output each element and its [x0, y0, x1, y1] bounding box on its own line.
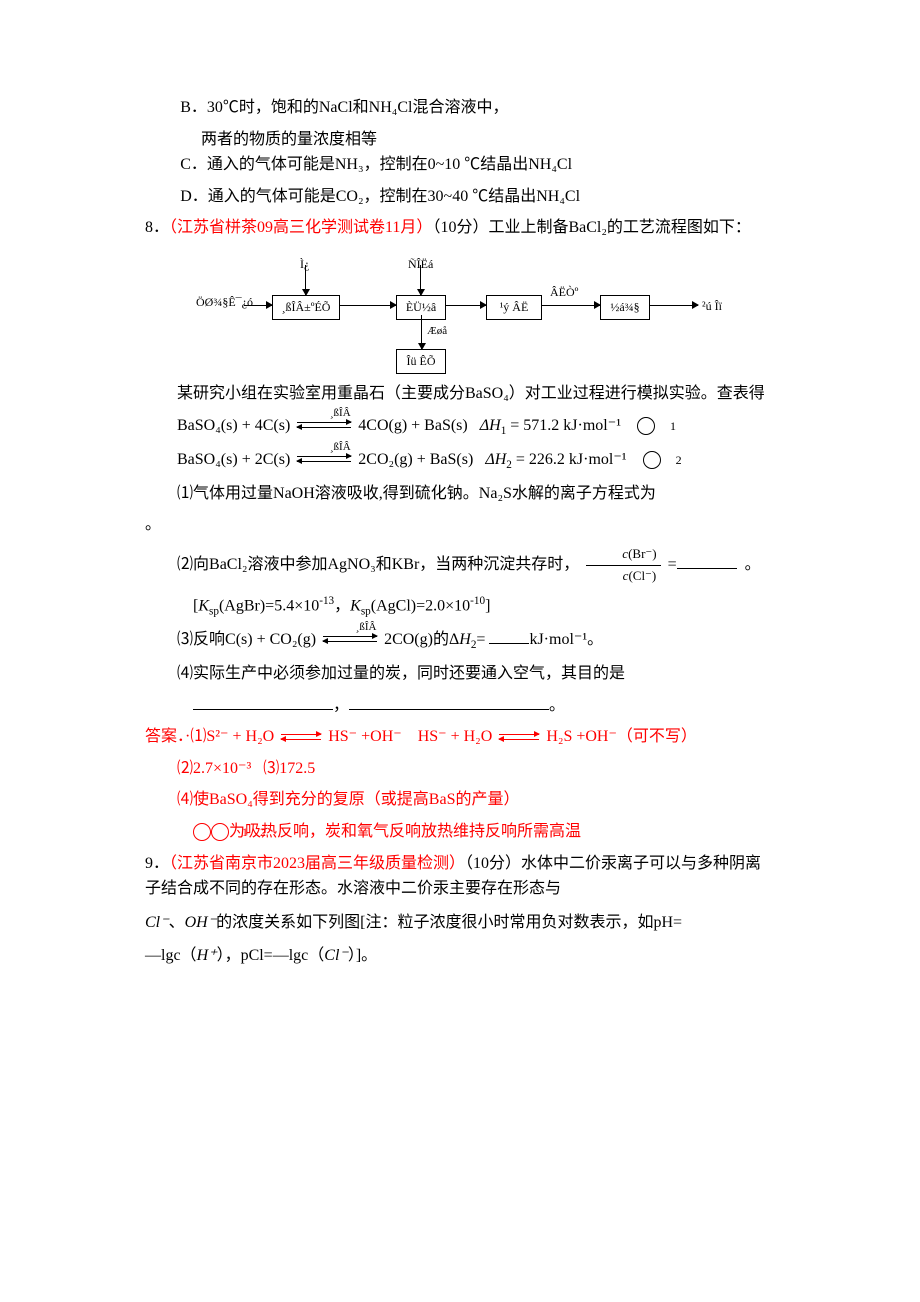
q9-stem-line1: 9．（江苏省南京市2023届高三年级质量检测）（10分）水体中二价汞离子可以与多… — [145, 851, 775, 902]
answer-line1: 答案．·⑴S²⁻ + H₂O HS⁻ +OH⁻ HS⁻ + H₂O H₂S +O… — [145, 724, 775, 750]
flowchart-container: ÖØ¾§Ê¯¿ó Ì¿ ÑÎËá ¸ßÎÂ±ºÉÕ ÈÜ½â ¹ý ÂË ÂËÒ… — [145, 253, 775, 373]
flow-arrow-h1 — [244, 305, 272, 306]
blank-q4a — [193, 709, 333, 710]
flow-node-1: ¸ßÎÂ±ºÉÕ — [272, 295, 340, 320]
sub-q1: ⑴气体用过量NaOH溶液吸收,得到硫化钠。Na₂S水解的离子方程式为 — [145, 481, 775, 507]
flow-arrow-h4 — [542, 305, 600, 306]
flowchart: ÖØ¾§Ê¯¿ó Ì¿ ÑÎËá ¸ßÎÂ±ºÉÕ ÈÜ½â ¹ý ÂË ÂËÒ… — [190, 253, 730, 373]
option-d: D．通入的气体可能是CO₂，控制在30~40 ℃结晶出NH₄Cl — [145, 184, 775, 210]
para-after-flowchart: 某研究小组在实验室用重晶石（主要成分BaSO₄）对工业过程进行模拟实验。查表得 — [145, 381, 775, 407]
flow-edge-label-1: ÂËÒº — [550, 283, 578, 302]
flow-node-4: ½á¾§ — [600, 295, 650, 320]
blank-q2 — [677, 568, 737, 569]
sub-q4-blanks: ，。 — [145, 693, 775, 719]
equil-arrow-1 — [281, 733, 321, 743]
ans-mark-1: 1 — [193, 823, 211, 841]
answer-line4: 12为吸热反响，炭和氧气反响放热维持反响所需高温 — [145, 819, 775, 845]
flow-start-label: ÖØ¾§Ê¯¿ó — [196, 293, 253, 312]
answer-line2: ⑵2.7×10⁻³ ⑶172.5 — [145, 756, 775, 782]
flow-arrow-h5 — [650, 305, 698, 306]
reaction-arrow-3: ¸ßÎÂ — [323, 633, 377, 647]
option-b-line1: B．30℃时，饱和的NaCl和NH₄Cl混合溶液中， — [145, 95, 775, 121]
equation-1: BaSO₄(s) + 4C(s) ¸ßÎÂ 4CO(g) + BaS(s) ΔH… — [145, 413, 775, 441]
answer-line3: ⑷使BaSO₄得到充分的复原（或提高BaS的产量） — [145, 787, 775, 813]
sub-q1-tail: 。 — [145, 512, 775, 538]
reaction-arrow-2: ¸ßÎÂ — [297, 453, 351, 467]
flow-arrow-v3 — [421, 315, 422, 349]
option-c: C．通入的气体可能是NH₃，控制在0~10 ℃结晶出NH₄Cl — [145, 152, 775, 178]
flow-arrow-v2 — [420, 265, 421, 295]
option-b-line2: 两者的物质的量浓度相等 — [145, 127, 775, 153]
fraction-br-cl: c(Br⁻) c(Cl⁻) — [586, 544, 660, 587]
flow-arrow-h2 — [340, 305, 396, 306]
q8-stem: 8．（江苏省栟茶09高三化学测试卷11月）（10分）工业上制备BaCl₂的工艺流… — [145, 215, 775, 241]
eq2-mark: 2 — [643, 451, 661, 469]
sub-q4: ⑷实际生产中必须参加过量的炭，同时还要通入空气，其目的是 — [145, 661, 775, 687]
reaction-arrow-1: ¸ßÎÂ — [297, 419, 351, 433]
flow-node-5: Îü ÊÕ — [396, 349, 446, 374]
blank-q4b — [349, 709, 549, 710]
q9-stem-line2: Cl⁻、OH⁻的浓度关系如下列图[注：粒子浓度很小时常用负对数表示，如pH= — [145, 910, 775, 936]
q9-stem-line3: —lgc（H⁺），pCl=—lgc（Cl⁻）]。 — [145, 943, 775, 969]
blank-q3 — [489, 643, 529, 644]
ans-mark-2: 2 — [211, 823, 229, 841]
flow-end-label: ²ú Îï — [702, 297, 722, 316]
flow-node-3: ¹ý ÂË — [486, 295, 542, 320]
equil-arrow-2 — [499, 733, 539, 743]
flow-edge-label-2: Æøå — [427, 323, 447, 341]
equation-2: BaSO₄(s) + 2C(s) ¸ßÎÂ 2CO₂(g) + BaS(s) Δ… — [145, 447, 775, 475]
sub-q2: ⑵向BaCl₂溶液中参加AgNO₃和KBr，当两种沉淀共存时， c(Br⁻) c… — [145, 544, 775, 587]
sub-q3: ⑶反响C(s) + CO₂(g) ¸ßÎÂ 2CO(g)的ΔH2= kJ·mol… — [145, 627, 775, 655]
eq1-mark: 1 — [637, 417, 655, 435]
flow-arrow-v1 — [305, 265, 306, 295]
flow-arrow-h3 — [446, 305, 486, 306]
sub-q2-ksp: [Ksp(AgBr)=5.4×10-13，Ksp(AgCl)=2.0×10-10… — [145, 593, 775, 621]
